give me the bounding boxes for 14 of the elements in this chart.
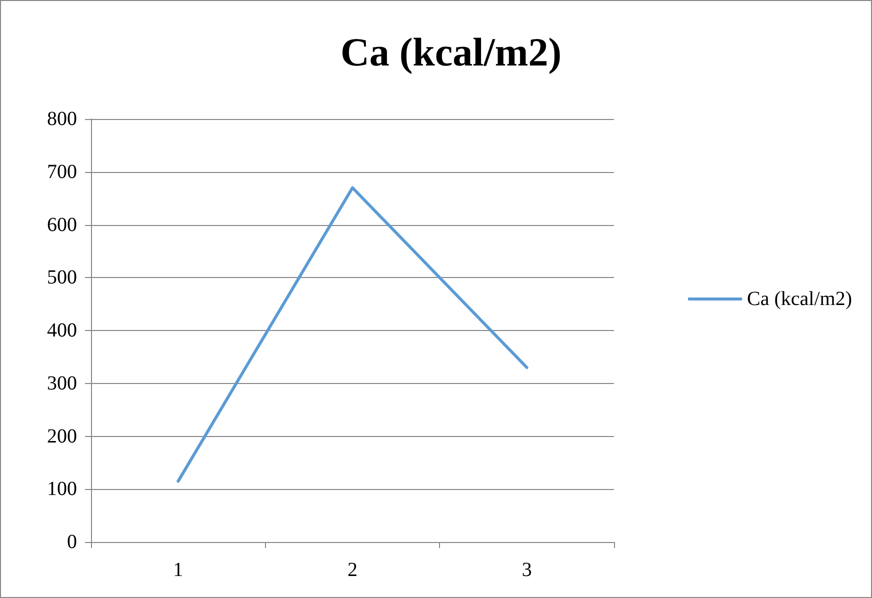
x-tick-label: 1 [173,559,184,581]
x-tick-label: 3 [522,559,532,581]
legend-label: Ca (kcal/m2) [747,288,852,310]
y-tick-label: 700 [47,160,77,183]
y-tick-label: 400 [47,320,77,342]
y-tick-label: 500 [47,266,77,289]
chart-title: Ca (kcal/m2) [340,30,562,74]
y-tick-label: 600 [47,214,77,236]
y-tick-label: 800 [47,108,77,130]
y-tick-label: 100 [47,478,77,500]
y-tick-label: 0 [67,531,77,553]
x-tick-label: 2 [348,559,358,581]
y-tick-label: 200 [47,425,77,448]
y-tick-label: 300 [47,372,77,394]
